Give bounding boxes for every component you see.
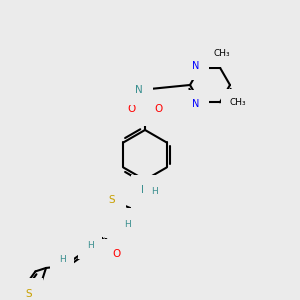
Text: H: H [58,256,65,265]
Text: CH₃: CH₃ [230,98,246,107]
Text: H: H [124,220,130,230]
Text: N: N [192,99,200,109]
Text: CH₃: CH₃ [214,49,230,58]
Text: S: S [109,195,115,205]
Text: N: N [192,61,200,71]
Text: N: N [135,85,143,95]
Text: N: N [115,218,123,228]
Text: O: O [155,104,163,114]
Text: O: O [112,249,120,259]
Text: H: H [87,242,93,250]
Text: S: S [141,105,148,115]
Text: S: S [26,289,32,298]
Text: O: O [127,104,135,114]
Text: N: N [141,185,149,195]
Text: H: H [128,85,134,94]
Text: H: H [152,188,158,196]
